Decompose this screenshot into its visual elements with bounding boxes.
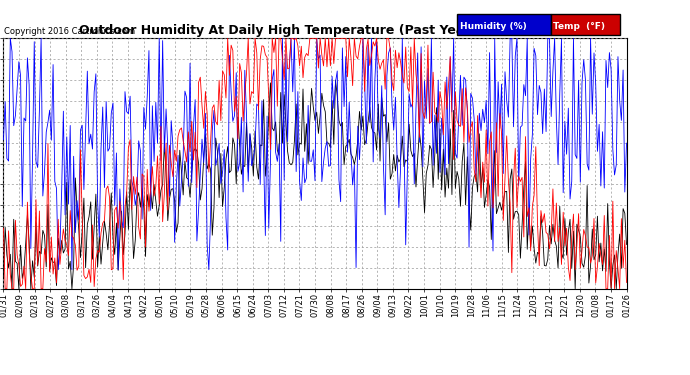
Text: Humidity (%): Humidity (%) [460,22,526,32]
Text: Copyright 2016 Cartronics.com: Copyright 2016 Cartronics.com [4,27,135,36]
Title: Outdoor Humidity At Daily High Temperature (Past Year) 20160131: Outdoor Humidity At Daily High Temperatu… [79,24,551,37]
Text: Temp  (°F): Temp (°F) [553,22,604,32]
